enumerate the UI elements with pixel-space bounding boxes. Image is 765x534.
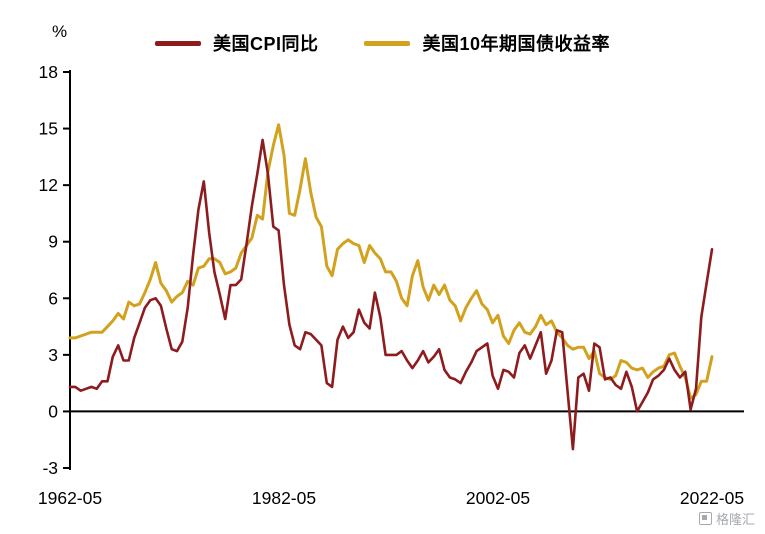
y-tick-label: 6 [48,288,58,308]
legend-item-cpi: 美国CPI同比 [154,30,319,56]
y-tick-label: 0 [48,401,58,421]
legend-item-treasury: 美国10年期国债收益率 [364,30,610,56]
x-tick-label: 2002-05 [466,488,530,508]
cpi-line [68,138,714,451]
x-tick-label: 1982-05 [252,488,316,508]
watermark: 格隆汇 [698,509,755,528]
watermark-text: 格隆汇 [715,512,755,527]
treasury-legend-label: 美国10年期国债收益率 [422,34,611,54]
treasury-line-swatch [364,40,411,46]
y-tick-label: 9 [48,232,58,252]
x-tick-label: 2022-05 [680,488,744,508]
cpi-legend-label: 美国CPI同比 [212,34,319,54]
y-tick-label: 18 [39,62,58,82]
cpi-line-swatch [154,40,201,46]
y-tick-label: -3 [42,458,58,478]
y-axis-unit-label: % [52,22,68,41]
y-tick-label: 3 [48,345,58,365]
legend: 美国CPI同比 美国10年期国债收益率 [0,30,765,56]
gelonghui-logo-icon [698,512,712,525]
treasury-yield-line [68,123,714,400]
y-tick-label: 12 [39,175,58,195]
y-tick-label: 15 [39,119,58,139]
x-tick-label: 1962-05 [38,488,102,508]
